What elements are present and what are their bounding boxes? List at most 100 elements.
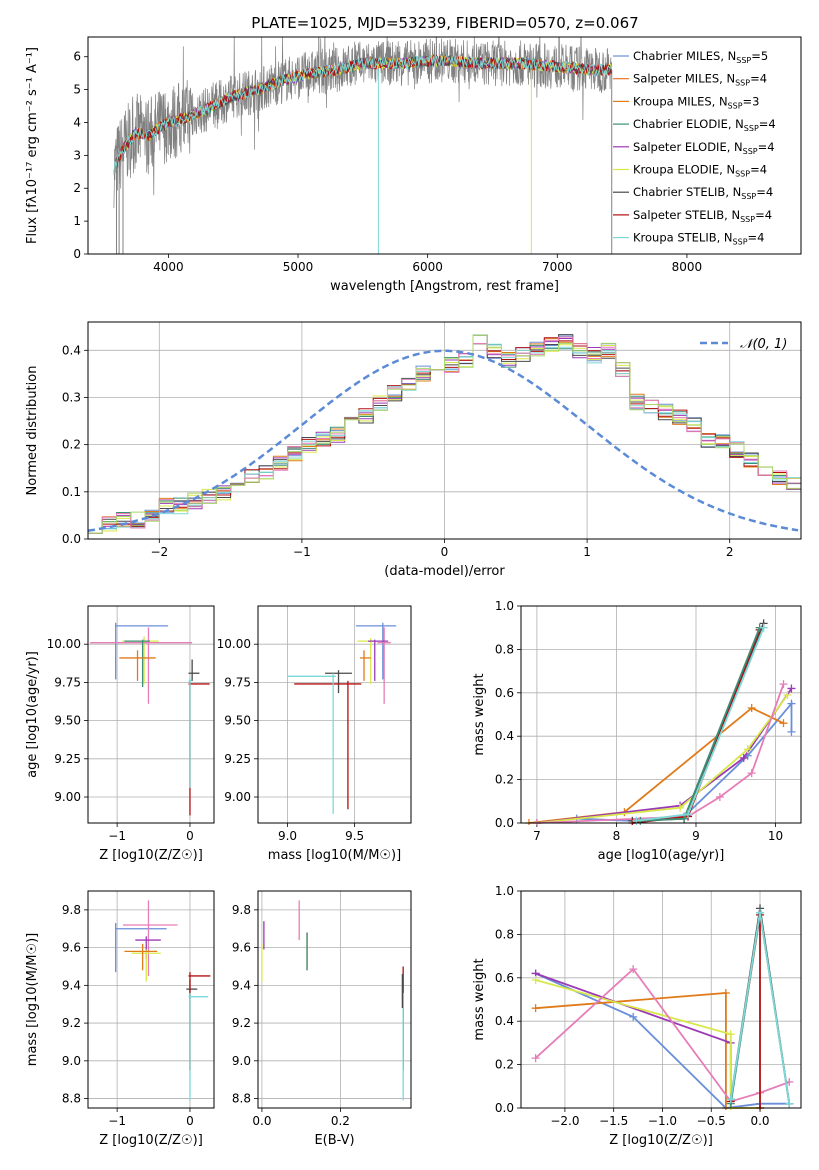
x-tick-label: 5000 [283, 260, 314, 274]
legend-entry: Kroupa ELODIE, NSSP=4 [633, 163, 767, 179]
plus-marker [715, 792, 724, 801]
legend-entry: Salpeter STELIB, NSSP=4 [633, 208, 772, 224]
y-tick-label: 9.6 [62, 941, 81, 955]
x-axis-label: age [log10(age/yr)] [598, 848, 725, 863]
errorbar-plot [90, 622, 210, 816]
y-tick-label: 9.0 [62, 1054, 81, 1068]
y-tick-label: 0.0 [495, 1101, 514, 1115]
plus-marker [779, 719, 788, 728]
mass-weight-line [528, 706, 784, 824]
line-plot [531, 904, 794, 1110]
y-tick-label: 9.75 [54, 675, 81, 689]
plus-marker [785, 1099, 794, 1108]
x-tick-label: 4000 [153, 260, 184, 274]
legend-entry: Chabrier MILES, NSSP=5 [633, 49, 768, 65]
y-axis-label: mass weight [472, 673, 487, 755]
spectrum-plot [113, 37, 613, 254]
axes-frame [257, 605, 412, 824]
axes-frame [520, 605, 802, 824]
y-tick-label: 9.75 [224, 675, 251, 689]
x-tick-label: 9.0 [278, 829, 297, 843]
y-tick-label: 9.50 [54, 714, 81, 728]
plus-marker [783, 690, 792, 699]
axes-frame [87, 605, 215, 824]
plus-marker [684, 810, 693, 819]
plus-marker [629, 965, 638, 974]
plus-marker [531, 975, 540, 984]
x-axis-label: (data-model)/error [384, 564, 505, 579]
axes-frame [257, 890, 412, 1109]
x-axis-label: wavelength [Angstrom, rest frame] [330, 279, 559, 294]
y-tick-label: 9.8 [232, 903, 251, 917]
y-tick-label: 10.00 [217, 637, 251, 651]
x-tick-label: 9.5 [345, 829, 364, 843]
errorbar-plot [115, 900, 211, 1101]
panel-mass_vs_Z: −1 0 8.8 9.0 9.2 9.4 9.6 9.8 Z [log10(Z/Z☉)] mass… [25, 890, 215, 1148]
x-tick-label: 7 [533, 829, 541, 843]
y-tick-label: 9.2 [232, 1016, 251, 1030]
histogram-step [88, 334, 801, 534]
plus-marker [747, 769, 756, 778]
plus-marker [531, 1054, 540, 1063]
x-tick-label: 8 [613, 829, 621, 843]
x-axis-label: E(B-V) [314, 1133, 354, 1148]
x-tick-label: −2 [150, 545, 168, 559]
y-axis-label: mass weight [472, 958, 487, 1040]
y-tick-label: 0.1 [62, 485, 81, 499]
plus-marker [676, 803, 685, 812]
y-tick-label: 0 [73, 247, 81, 261]
y-tick-label: 9.50 [224, 714, 251, 728]
y-tick-label: 9.4 [232, 978, 251, 992]
y-tick-label: 1.0 [495, 884, 514, 898]
plus-marker [739, 753, 748, 762]
figure-title: PLATE=1025, MJD=53239, FIBERID=0570, z=0… [251, 14, 638, 32]
plus-marker [531, 1004, 540, 1013]
y-tick-label: 0.2 [495, 1058, 514, 1072]
panel-residual_histogram: −2 −1 0 1 2 0.0 0.1 0.2 0.3 0.4 (data-model)/error… [25, 321, 802, 579]
legend-entry: Kroupa STELIB, NSSP=4 [633, 231, 764, 247]
plus-marker [756, 908, 765, 917]
y-tick-label: 8.8 [232, 1092, 251, 1106]
panel-age_vs_mass: 9.0 9.5 9.00 9.25 9.50 9.75 10.00 mass [log10(M… [217, 605, 412, 863]
y-tick-label: 0.4 [62, 343, 81, 357]
plus-marker [759, 623, 768, 632]
x-tick-label: −1.0 [648, 1114, 677, 1128]
plus-marker [743, 745, 752, 754]
y-tick-label: 0.6 [495, 971, 514, 985]
legend-entry: Kroupa MILES, NSSP=3 [633, 94, 759, 110]
x-tick-label: 0.0 [750, 1114, 769, 1128]
y-tick-label: 0.6 [495, 686, 514, 700]
y-axis-label: Flux [fλ10⁻¹⁷ erg cm⁻² s⁻¹ A⁻¹] [25, 47, 40, 244]
y-axis-label: age [log10(age/yr)] [25, 651, 40, 778]
x-tick-label: −0.5 [697, 1114, 726, 1128]
x-tick-label: 8000 [672, 260, 703, 274]
legend-entry: Salpeter ELODIE, NSSP=4 [633, 140, 775, 156]
legend-entry: Chabrier STELIB, NSSP=4 [633, 185, 773, 201]
y-tick-label: 9.8 [62, 903, 81, 917]
mass-weight-line [535, 992, 727, 1108]
x-tick-label: −1.5 [599, 1114, 628, 1128]
x-tick-label: 9 [692, 829, 700, 843]
y-tick-label: 9.00 [54, 790, 81, 804]
plus-marker [629, 1012, 638, 1021]
y-tick-label: 10.00 [47, 637, 81, 651]
x-tick-label: −1 [108, 1114, 126, 1128]
x-tick-label: 6000 [412, 260, 443, 274]
plus-marker [721, 988, 730, 997]
legend-entry: 𝒩(0, 1) [740, 337, 787, 352]
errorbar-plot [261, 900, 404, 1101]
x-tick-label: 7000 [542, 260, 573, 274]
y-tick-label: 9.0 [232, 1054, 251, 1068]
x-tick-label: −1 [293, 545, 311, 559]
mass-weight-line [536, 694, 789, 824]
histogram-plot [88, 334, 801, 534]
x-tick-label: −1 [108, 829, 126, 843]
x-tick-label: −2.0 [550, 1114, 579, 1128]
y-tick-label: 4 [73, 115, 81, 129]
normal-curve [88, 349, 799, 532]
x-tick-label: 0.0 [252, 1114, 271, 1128]
y-tick-label: 9.6 [232, 941, 251, 955]
panel-mass_vs_ebv: 0.0 0.2 8.8 9.0 9.2 9.4 9.6 9.8 E(B-V) [232, 890, 412, 1148]
y-tick-label: 9.4 [62, 978, 81, 992]
y-tick-label: 2 [73, 181, 81, 195]
